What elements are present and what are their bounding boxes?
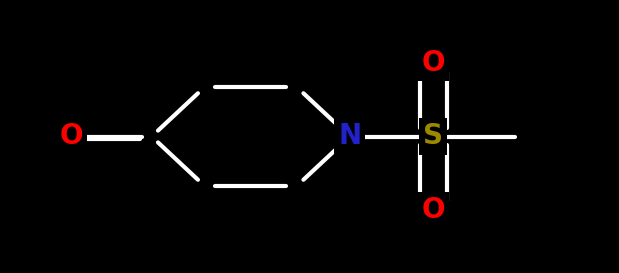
Text: O: O (59, 123, 83, 150)
Text: S: S (423, 123, 443, 150)
Text: O: O (422, 196, 445, 224)
Text: N: N (338, 123, 361, 150)
Text: O: O (422, 49, 445, 77)
